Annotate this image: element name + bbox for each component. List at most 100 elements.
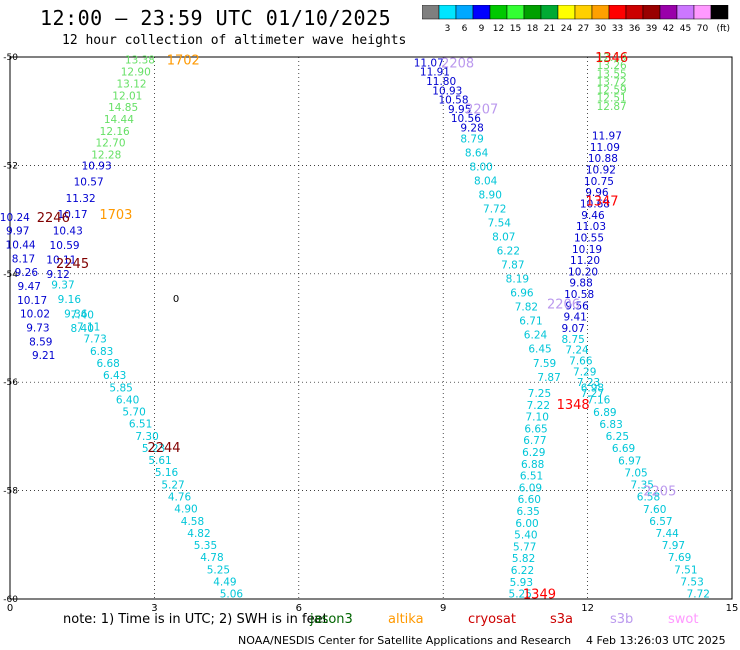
- wave-height-value: 6.00: [515, 518, 538, 530]
- wave-height-value: 5.77: [513, 541, 536, 553]
- wave-height-value: 9.47: [18, 281, 41, 293]
- wave-height-value: 4.58: [181, 516, 204, 528]
- satellite-jason3: jason3: [310, 612, 353, 627]
- wave-height-value: 14.85: [108, 102, 138, 114]
- wave-height-value: 6.24: [524, 330, 548, 342]
- wave-height-value: 8.00: [469, 161, 492, 173]
- wave-height-value: 7.87: [537, 372, 560, 384]
- wave-height-value: 12.01: [112, 90, 142, 102]
- wave-height-value: 6.60: [518, 494, 541, 506]
- wave-height-value: 12.70: [95, 138, 125, 150]
- pass-time-label: 1703: [99, 208, 132, 223]
- color-legend: 3 6 9 12 15 18 21 24 27 30 33 36 39 42 45 70 (ft): [422, 5, 730, 34]
- wave-height-value: 8.19: [506, 274, 529, 286]
- satellite-cryosat: cryosat: [468, 612, 516, 627]
- wave-height-value: 7.23: [577, 377, 600, 389]
- wave-height-value: 8.59: [29, 336, 52, 348]
- x-tick-label: 3: [151, 603, 157, 612]
- wave-height-value: 6.96: [510, 288, 534, 300]
- wave-height-value: 10.57: [74, 177, 104, 189]
- wave-height-value: 4.82: [187, 528, 210, 540]
- wave-height-value: 9.37: [51, 280, 74, 292]
- wave-height-value: 5.85: [109, 382, 132, 394]
- wave-height-value: 5.25: [207, 564, 230, 576]
- y-tick-label: -50: [3, 53, 18, 63]
- y-tick-label: -58: [3, 487, 18, 497]
- wave-height-value: 12.59: [597, 85, 627, 97]
- wave-height-value: 6.83: [599, 419, 622, 431]
- wave-height-value: 13.72: [597, 76, 627, 88]
- wave-height-value: 6.43: [103, 370, 126, 382]
- wave-height-value: 7.53: [680, 576, 703, 588]
- wave-height-value: 8.17: [12, 253, 35, 265]
- footer-note: note: 1) Time is in UTC; 2) SWH is in fe…: [63, 612, 328, 627]
- pass-time-label: 1347: [585, 195, 618, 210]
- map-frame: [9, 56, 733, 600]
- legend-tick-label: 42: [663, 24, 674, 34]
- wave-height-value: 9.28: [460, 122, 483, 134]
- wave-height-value: 9.07: [561, 323, 584, 335]
- wave-height-value: 7.35: [631, 480, 654, 492]
- wave-height-value: 6.29: [522, 447, 545, 459]
- page-subtitle: 12 hour collection of altimeter wave hei…: [62, 33, 407, 48]
- wave-height-value: 9.56: [565, 300, 589, 312]
- wave-height-value: 9.26: [15, 267, 39, 279]
- wave-height-value: 7.72: [483, 203, 506, 215]
- wave-height-value: 6.35: [516, 506, 539, 518]
- wave-height-value: 12.90: [121, 67, 151, 79]
- wave-height-value: 7.82: [515, 302, 538, 314]
- wave-height-value: 7.97: [662, 540, 685, 552]
- wave-height-value: 9.88: [569, 278, 592, 290]
- legend-tick-label: 15: [510, 24, 521, 34]
- wave-height-value: 6.71: [519, 316, 542, 328]
- wave-height-value: 6.25: [606, 431, 629, 443]
- wave-height-value: 7.44: [655, 528, 679, 540]
- wave-height-value: 6.97: [618, 455, 641, 467]
- wave-height-value: 7.60: [643, 504, 666, 516]
- wave-height-value: 7.87: [501, 260, 524, 272]
- wave-height-value: 10.55: [574, 232, 604, 244]
- wave-height-value: 7.59: [533, 358, 556, 370]
- wave-height-value: 10.20: [568, 266, 598, 278]
- wave-height-value: 9.21: [32, 350, 55, 362]
- wave-height-value: 9.36: [64, 309, 88, 321]
- x-tick-label: 6: [296, 603, 302, 612]
- wave-height-value: 10.93: [432, 85, 462, 97]
- wave-height-value: 9.95: [448, 104, 471, 116]
- legend-tick-label: 27: [578, 24, 589, 34]
- legend-tick-label: 12: [493, 24, 504, 34]
- page-title: 12:00 – 23:59 UTC 01/10/2025: [40, 6, 392, 30]
- satellite-altika: altika: [388, 612, 424, 627]
- wave-height-value: 10.24: [0, 212, 30, 224]
- wave-height-value: 4.90: [174, 504, 197, 516]
- wave-height-value: 9.16: [58, 294, 82, 306]
- legend-tick-label: 3: [445, 24, 451, 34]
- wave-height-value: 9.73: [26, 322, 49, 334]
- wave-height-value: 12.16: [100, 126, 130, 138]
- wave-height-value: 5.61: [148, 455, 171, 467]
- wave-height-value: 4.76: [168, 491, 192, 503]
- wave-height-value: 11.07: [414, 57, 444, 69]
- wave-height-value: 9.41: [563, 312, 586, 324]
- wave-height-value: 7.69: [668, 552, 691, 564]
- wave-height-value: 13.26: [597, 60, 627, 72]
- wave-height-value: 5.70: [122, 407, 145, 419]
- x-tick-label: 9: [440, 603, 446, 612]
- pass-time-label: 2205: [643, 485, 676, 500]
- y-tick-label: -52: [3, 161, 18, 171]
- legend-tick-label: 6: [462, 24, 468, 34]
- wave-height-value: 7.40: [71, 309, 94, 321]
- wave-height-value: 6.40: [116, 394, 139, 406]
- wave-height-value: 5.93: [510, 577, 533, 589]
- wave-height-value: 7.24: [565, 345, 589, 357]
- wave-height-value: 4.78: [200, 552, 223, 564]
- wave-height-value: 6.45: [528, 344, 551, 356]
- pass-time-label: 1349: [523, 588, 556, 603]
- pass-time-label: 1702: [167, 54, 200, 69]
- legend-tick-label: 24: [561, 24, 573, 34]
- wave-height-value: 13.38: [125, 55, 155, 67]
- wave-height-value: 8.40: [71, 323, 94, 335]
- wave-height-value: 7.66: [569, 356, 593, 368]
- pass-time-label: 2245: [56, 257, 89, 272]
- wave-height-value: 5.25: [509, 589, 532, 601]
